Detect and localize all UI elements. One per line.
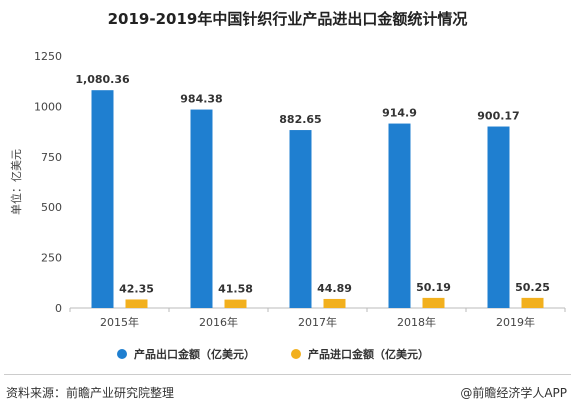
bars xyxy=(91,90,544,309)
credit-note: @前瞻经济学人APP xyxy=(460,386,567,400)
import-data-label: 44.89 xyxy=(317,282,352,295)
export-data-label: 984.38 xyxy=(180,93,222,106)
x-axis: 2015年 2016年 2017年 2018年 2019年 xyxy=(69,307,566,329)
footer-divider xyxy=(4,374,571,375)
export-data-label: 900.17 xyxy=(477,110,519,123)
source-note: 资料来源：前瞻产业研究院整理 xyxy=(6,386,175,400)
legend-export-label: 产品出口金额（亿美元） xyxy=(134,347,255,361)
y-tick-label: 750 xyxy=(41,151,62,164)
y-axis: 0 250 500 750 1000 1250 单位：亿美元 xyxy=(9,50,62,315)
import-bar xyxy=(224,299,247,308)
import-data-label: 50.19 xyxy=(416,281,451,294)
y-tick-label: 250 xyxy=(41,252,62,265)
y-tick-label: 500 xyxy=(41,201,62,214)
y-tick-label: 1000 xyxy=(34,100,62,113)
export-bar xyxy=(388,123,411,309)
import-data-label: 42.35 xyxy=(119,282,154,295)
export-bar xyxy=(190,109,213,309)
export-bar xyxy=(91,90,114,308)
legend-import-label: 产品进口金额（亿美元） xyxy=(308,347,429,361)
x-tick-label: 2015年 xyxy=(100,315,139,329)
y-tick-label: 1250 xyxy=(34,50,62,63)
x-tick-label: 2018年 xyxy=(397,315,436,329)
import-data-label: 50.25 xyxy=(515,281,550,294)
export-bar xyxy=(289,130,312,308)
import-data-label: 41.58 xyxy=(218,283,253,296)
import-bar xyxy=(323,298,346,308)
export-data-label: 882.65 xyxy=(279,113,321,126)
data-labels: 1,080.36 42.35 984.38 41.58 882.65 44.89 914.9… xyxy=(75,73,550,295)
y-axis-title: 单位：亿美元 xyxy=(9,149,23,215)
legend-export-marker xyxy=(117,349,127,359)
import-bar xyxy=(521,297,544,308)
import-bar xyxy=(422,297,445,308)
legend-import-marker xyxy=(291,349,301,359)
x-tick-label: 2016年 xyxy=(199,315,238,329)
chart-title: 2019-2019年中国针织行业产品进出口金额统计情况 xyxy=(107,10,468,28)
import-bar xyxy=(125,299,148,308)
x-tick-label: 2017年 xyxy=(298,315,337,329)
export-bar xyxy=(487,126,510,308)
export-data-label: 914.9 xyxy=(382,107,417,120)
export-data-label: 1,080.36 xyxy=(75,73,130,86)
x-tick-label: 2019年 xyxy=(496,315,535,329)
legend: 产品出口金额（亿美元） 产品进口金额（亿美元） xyxy=(117,347,429,361)
y-tick-label: 0 xyxy=(55,302,62,315)
